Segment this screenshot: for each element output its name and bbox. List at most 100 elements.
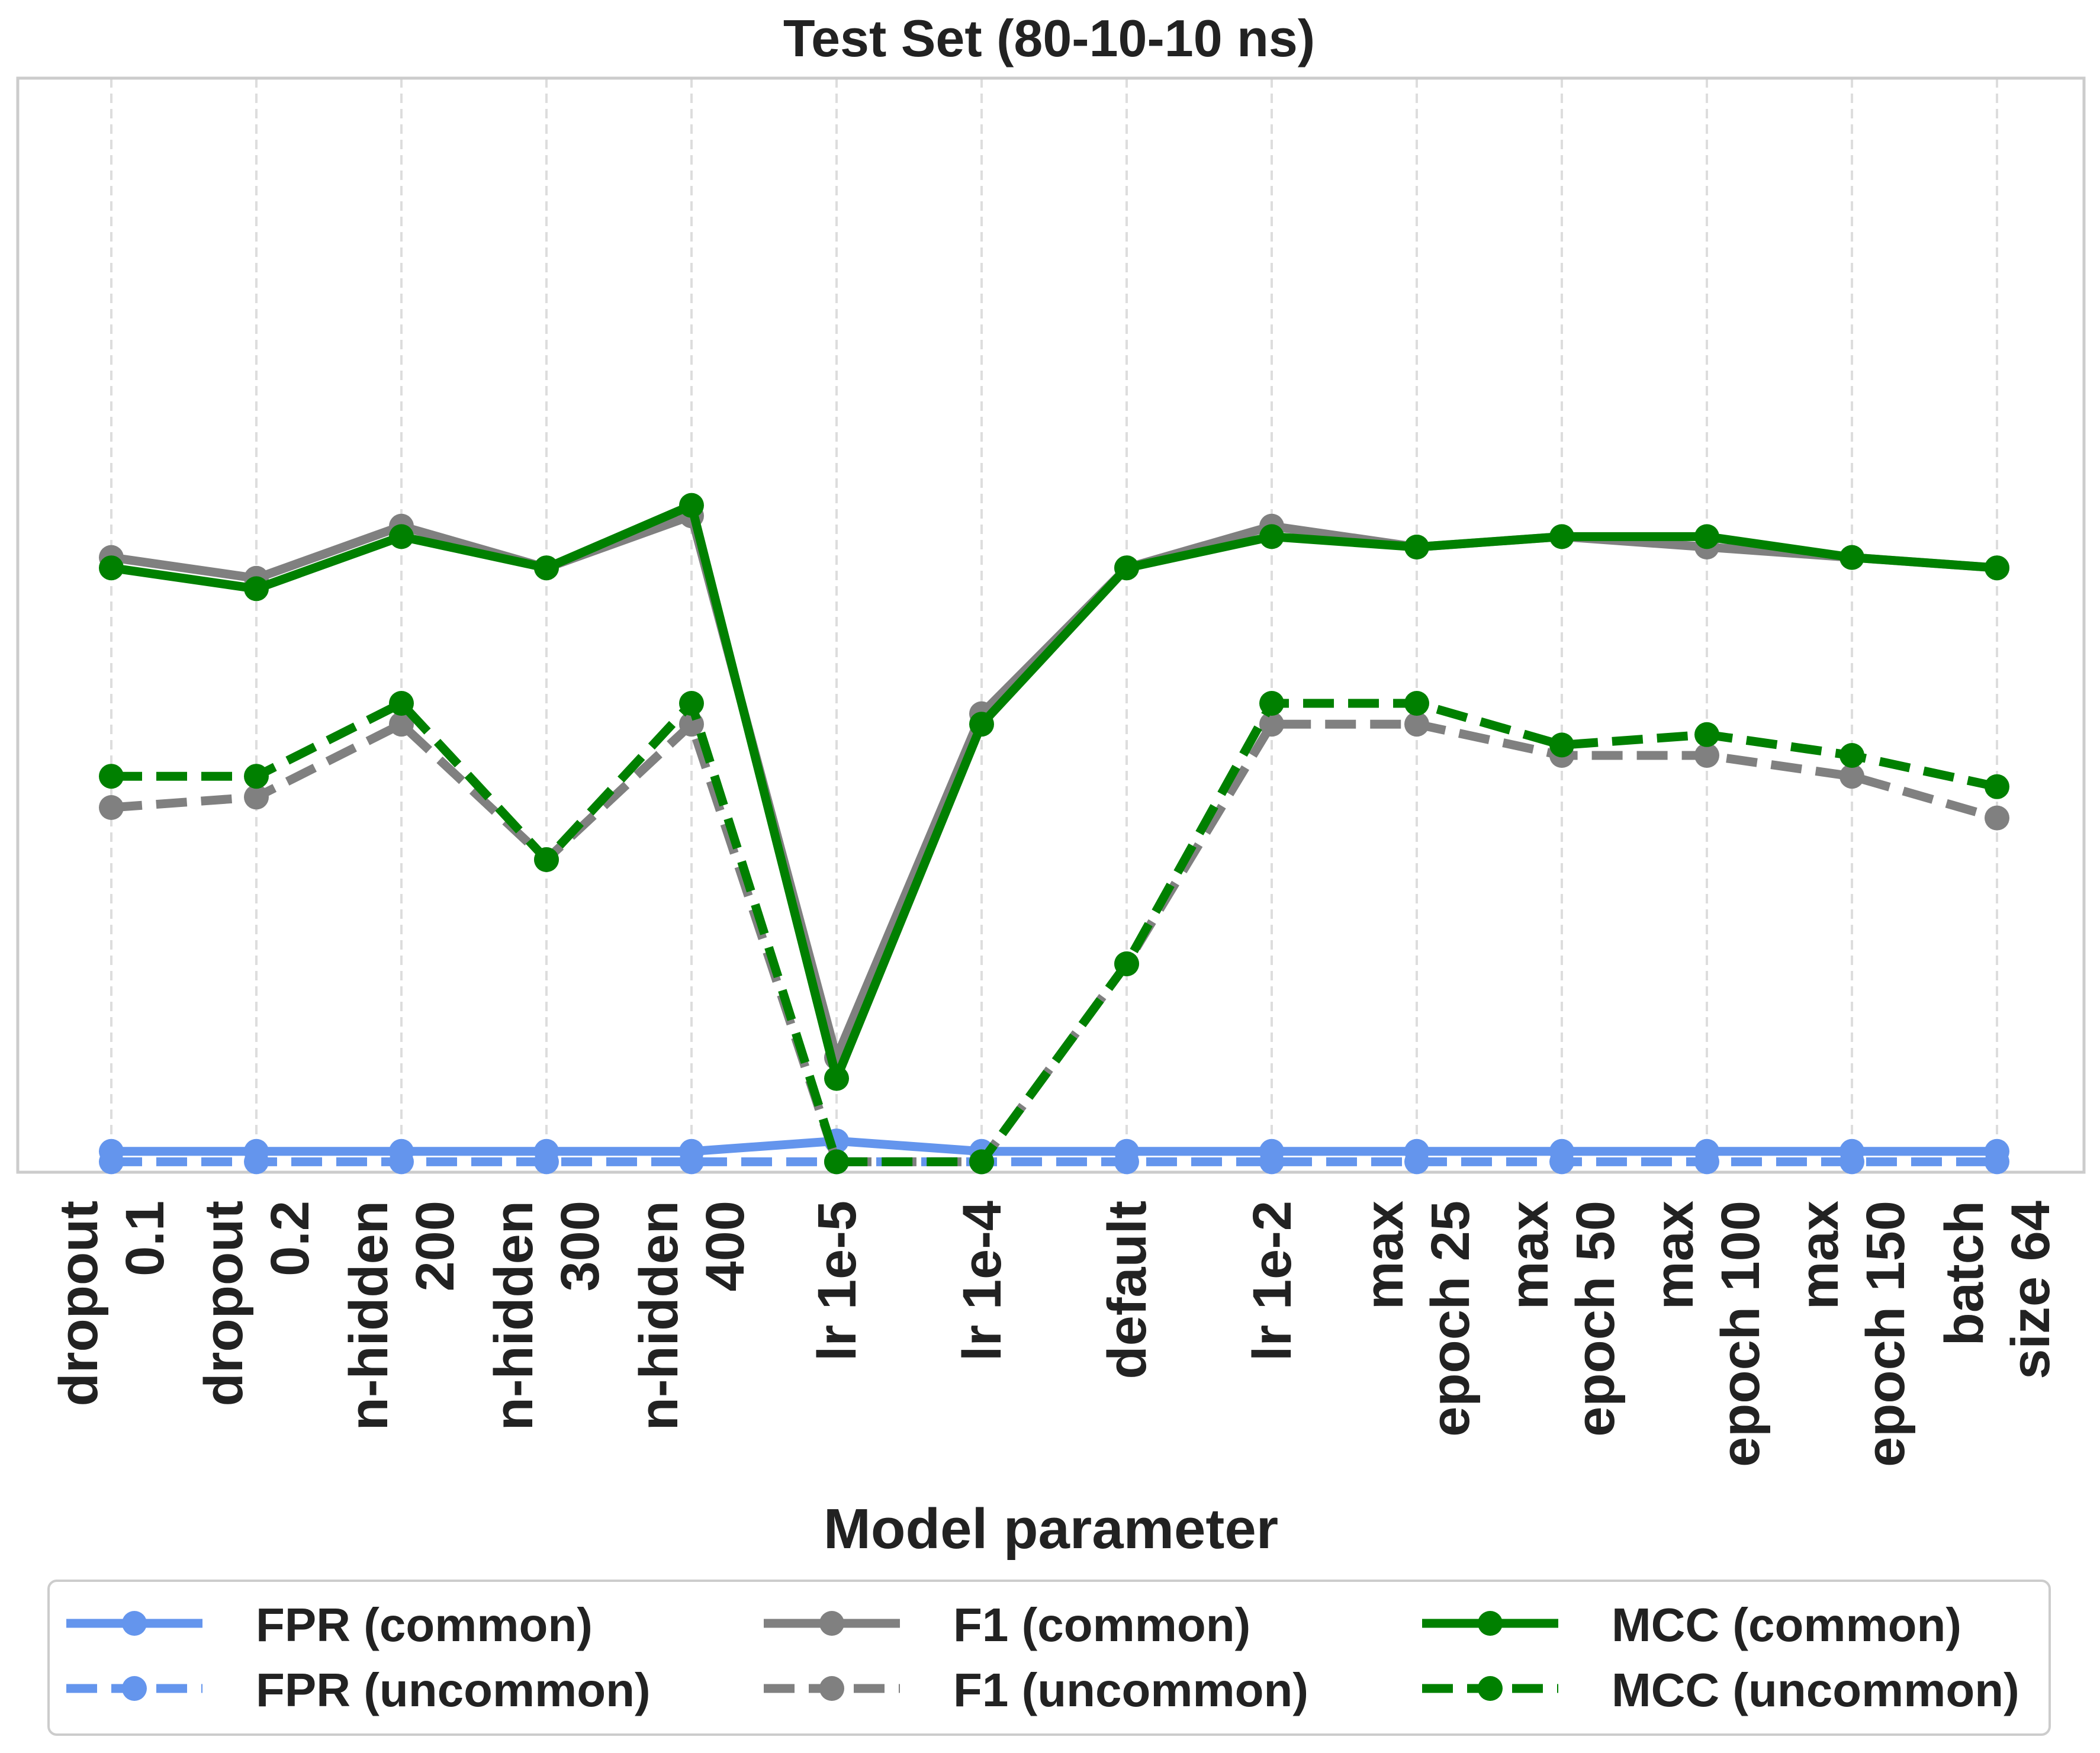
x-tick-label-9: max epoch 25 <box>1354 1201 1481 1437</box>
x-tick-label-3: n-hidden 300 <box>484 1201 610 1430</box>
series-4 <box>99 493 2009 1091</box>
x-tick-label-line: lr 1e-5 <box>807 1201 867 1361</box>
point-1-8 <box>1259 1149 1284 1175</box>
legend-label: F1 (uncommon) <box>953 1664 1308 1716</box>
point-4-12 <box>1839 545 1864 570</box>
point-1-11 <box>1694 1149 1719 1175</box>
x-tick-label-4: n-hidden 400 <box>629 1201 755 1430</box>
legend-item-4: MCC (common) <box>1422 1598 1961 1651</box>
x-tick-label-line: n-hidden <box>339 1201 399 1430</box>
x-tick-label-line: epoch 25 <box>1420 1201 1481 1437</box>
series-line-5 <box>111 699 1998 1166</box>
point-4-1 <box>244 576 269 602</box>
point-4-4 <box>679 493 704 518</box>
point-5-2 <box>389 691 414 716</box>
grid <box>110 78 1998 1172</box>
plot-frame <box>16 76 2086 1174</box>
point-5-11 <box>1694 722 1719 747</box>
series-2 <box>99 503 2009 1070</box>
point-4-0 <box>99 555 124 581</box>
x-tick-label-7: default <box>1097 1201 1157 1379</box>
point-3-2 <box>389 712 414 737</box>
legend-label: F1 (common) <box>953 1598 1250 1651</box>
point-4-3 <box>534 555 559 581</box>
legend-swatch-marker <box>122 1611 147 1636</box>
x-tick-labels: dropout 0.1 dropout 0.2 n-hidden 200 n-hidden 3… <box>49 1201 2061 1467</box>
point-5-5 <box>824 1149 849 1175</box>
x-tick-label-11: max epoch 100 <box>1644 1201 1771 1467</box>
point-1-4 <box>679 1149 704 1175</box>
series-lines <box>99 493 2009 1175</box>
x-tick-label-line: size 64 <box>2001 1201 2061 1379</box>
point-5-8 <box>1259 691 1284 716</box>
point-5-6 <box>969 1149 994 1175</box>
x-tick-label-6: lr 1e-4 <box>952 1201 1012 1361</box>
legend-swatch-marker <box>1478 1676 1503 1701</box>
x-tick-label-line: epoch 100 <box>1710 1201 1771 1467</box>
x-tick-label-line: max <box>1354 1201 1414 1310</box>
legend-swatch-marker <box>122 1676 147 1701</box>
legend-swatch-marker <box>1478 1611 1503 1636</box>
point-3-0 <box>99 795 124 820</box>
x-tick-label-line: default <box>1097 1201 1157 1379</box>
point-1-7 <box>1114 1149 1139 1175</box>
point-4-11 <box>1694 524 1719 549</box>
point-1-2 <box>389 1149 414 1175</box>
x-tick-label-line: epoch 150 <box>1855 1201 1916 1467</box>
point-4-2 <box>389 524 414 549</box>
x-tick-label-13: batch size 64 <box>1934 1201 2061 1379</box>
legend-label: MCC (uncommon) <box>1612 1664 2019 1716</box>
point-4-13 <box>1985 555 2009 581</box>
x-tick-label-line: batch <box>1934 1201 1995 1346</box>
point-3-8 <box>1259 712 1284 737</box>
x-tick-label-line: dropout <box>194 1201 254 1406</box>
x-tick-label-line: 0.1 <box>115 1201 175 1276</box>
point-3-1 <box>244 784 269 810</box>
series-5 <box>99 691 2009 1175</box>
x-tick-label-12: max epoch 150 <box>1789 1201 1916 1467</box>
legend-swatch-marker <box>819 1676 844 1701</box>
series-line-3 <box>111 719 1999 1166</box>
point-1-12 <box>1839 1149 1864 1175</box>
x-tick-label-0: dropout 0.1 <box>49 1201 175 1406</box>
legend-label: MCC (common) <box>1612 1598 1961 1651</box>
point-5-4 <box>679 691 704 716</box>
series-line-0 <box>111 1136 1997 1156</box>
x-tick-label-line: 300 <box>550 1201 610 1292</box>
point-1-9 <box>1404 1149 1429 1175</box>
legend-item-1: FPR (uncommon) <box>66 1664 651 1716</box>
point-4-9 <box>1404 535 1429 559</box>
point-3-9 <box>1404 712 1429 737</box>
legend-label: FPR (uncommon) <box>256 1664 651 1716</box>
point-1-3 <box>534 1149 559 1175</box>
point-4-5 <box>824 1066 849 1091</box>
legend-label: FPR (common) <box>256 1598 593 1651</box>
point-3-13 <box>1985 805 2009 831</box>
point-5-0 <box>99 764 124 789</box>
legend-item-0: FPR (common) <box>66 1598 593 1651</box>
legend: FPR (common) FPR (uncommon) F1 (common) F1 … <box>47 1580 2051 1736</box>
x-tick-label-line: 400 <box>695 1201 755 1292</box>
point-1-0 <box>99 1149 124 1175</box>
x-tick-label-2: n-hidden 200 <box>339 1201 465 1430</box>
chart-title: Test Set (80-10-10 ns) <box>783 9 1315 67</box>
legend-item-3: F1 (uncommon) <box>764 1664 1308 1716</box>
x-tick-label-5: lr 1e-5 <box>807 1201 867 1361</box>
x-tick-label-line: dropout <box>49 1201 109 1406</box>
point-5-9 <box>1404 691 1429 716</box>
x-tick-label-line: 200 <box>405 1201 465 1292</box>
x-tick-label-line: lr 1e-4 <box>952 1201 1012 1361</box>
point-4-10 <box>1549 524 1574 549</box>
x-tick-label-line: n-hidden <box>629 1201 689 1430</box>
point-5-7 <box>1114 951 1139 976</box>
x-tick-label-line: lr 1e-2 <box>1242 1201 1303 1361</box>
point-5-10 <box>1549 732 1574 758</box>
series-3 <box>99 712 2009 1175</box>
x-tick-label-line: n-hidden <box>484 1201 544 1430</box>
point-5-1 <box>244 764 269 789</box>
x-tick-label-line: max <box>1499 1201 1559 1310</box>
x-tick-label-10: max epoch 50 <box>1499 1201 1626 1437</box>
x-tick-label-line: max <box>1789 1201 1850 1310</box>
x-tick-label-8: lr 1e-2 <box>1242 1201 1303 1361</box>
